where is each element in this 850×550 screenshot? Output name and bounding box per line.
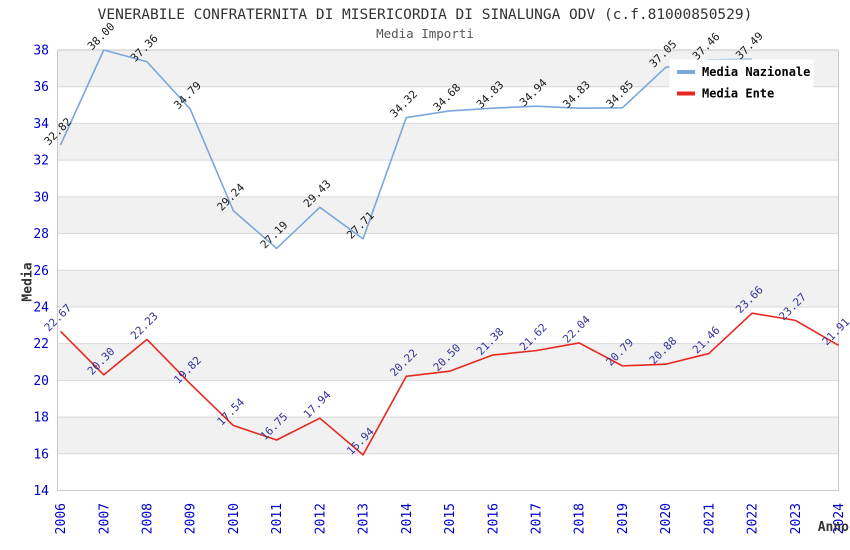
y-tick-label: 20 [33,374,49,389]
x-tick-label: 2010 [227,503,242,534]
x-tick-label: 2021 [702,503,717,534]
x-tick-label: 2006 [54,503,69,534]
y-tick-label: 30 [33,190,49,205]
x-tick-label: 2011 [270,503,285,534]
x-tick-label: 2023 [789,503,804,534]
y-axis-title: Media [21,262,36,301]
x-tick-label: 2009 [184,503,199,534]
data-label: 22.04 [560,313,593,346]
x-tick-label: 2024 [832,503,847,534]
x-axis-title: Anno [818,520,849,535]
series-line-media-ente [59,312,839,456]
y-tick-label: 24 [33,300,49,315]
x-tick-label: 2017 [529,503,544,534]
series-line-media-nazionale [59,49,753,250]
x-tick-label: 2016 [486,503,501,534]
legend: Media Nazionale Media Ente [669,59,814,106]
y-tick-label: 28 [33,227,49,242]
x-tick-label: 2015 [443,503,458,534]
y-tick-label: 38 [33,44,49,59]
x-tick-label: 2007 [97,503,112,534]
x-tick-label: 2008 [140,503,155,534]
plot-band [57,123,839,161]
data-label: 22.23 [128,310,161,343]
plot-band [57,417,839,454]
x-tick-label: 2014 [400,503,415,534]
chart-title: VENERABILE CONFRATERNITA DI MISERICORDIA… [98,7,753,23]
legend-label-media-ente: Media Ente [702,87,774,101]
legend-background [669,59,814,106]
y-tick-label: 36 [33,80,49,95]
data-label: 38.00 [85,20,118,53]
chart-subtitle: Media Importi [376,26,474,41]
y-tick-label: 14 [33,484,49,499]
x-tick-label: 2022 [746,503,761,534]
data-label: 17.94 [301,388,334,421]
y-tick-label: 22 [33,337,49,352]
x-tick-label: 2020 [659,503,674,534]
plot-band [57,343,839,381]
x-tick-label: 2012 [313,503,328,534]
y-tick-label: 32 [33,154,49,169]
x-tick-label: 2019 [616,503,631,534]
y-tick-label: 34 [33,117,49,132]
y-tick-label: 26 [33,264,49,279]
legend-label-media-nazionale: Media Nazionale [702,65,810,79]
plot-border [57,49,839,491]
x-tick-label: 2018 [573,503,588,534]
y-tick-label: 18 [33,411,49,426]
plot-band [57,196,839,234]
y-tick-label: 16 [33,447,49,462]
plot-band [57,270,839,307]
x-tick-label: 2013 [357,503,372,534]
